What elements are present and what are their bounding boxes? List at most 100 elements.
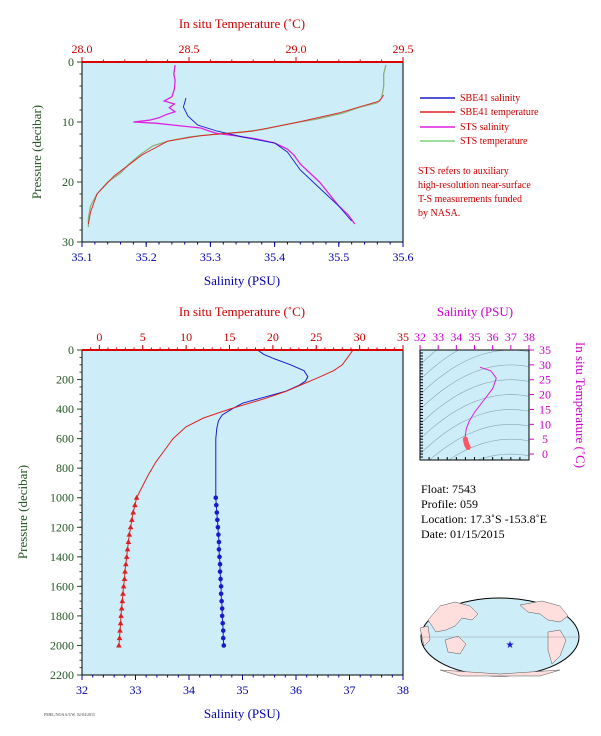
y-tick-label: 400 (56, 402, 74, 416)
ts-y-tick-label: 15 (539, 402, 551, 416)
panel2-background (82, 350, 403, 675)
panel1-bottom-axis-title: Salinity (PSU) (204, 273, 280, 288)
legend-note-line: STS refers to auxiliary (418, 166, 509, 177)
float-id: Float: 7543 (421, 482, 476, 496)
x-top-tick-label: 10 (180, 330, 192, 344)
ts-x-tick-label: 38 (523, 330, 535, 344)
temperature-point (117, 620, 124, 626)
x-bottom-tick-label: 35.5 (328, 250, 349, 264)
temperature-point (129, 516, 135, 522)
ts-x-tick-label: 32 (414, 330, 426, 344)
legend-label: STS temperature (460, 136, 528, 147)
salinity-point (213, 502, 219, 508)
temperature-point (123, 553, 130, 559)
x-top-tick-label: 28.0 (72, 42, 93, 56)
salinity-point (217, 569, 223, 574)
temperature-point (122, 568, 128, 574)
map-landmass-africa (419, 625, 431, 647)
temperature-point (121, 575, 128, 581)
y-tick-label: 200 (56, 373, 74, 387)
temperature-point (119, 598, 126, 604)
density-contour (420, 350, 460, 380)
ts-right-axis-title: In situ Temperature (˚C) (573, 342, 588, 468)
density-contour (420, 394, 529, 440)
temperature-point (130, 509, 136, 515)
profile-date: Date: 01/15/2015 (421, 527, 505, 541)
x-bottom-tick-label: 38 (397, 683, 409, 697)
x-bottom-tick-label: 35.4 (264, 250, 285, 264)
temperature-point (118, 612, 124, 618)
float-info: Float: 7543 Profile: 059 Location: 17.3˚… (421, 482, 547, 541)
profile-number: Profile: 059 (421, 497, 478, 511)
temperature-point (132, 502, 138, 508)
temperature-point (127, 524, 134, 530)
y-tick-label: 20 (62, 175, 74, 189)
x-top-tick-label: 0 (96, 330, 102, 344)
map-landmass-antarctica (439, 669, 561, 677)
temperature-point (120, 590, 126, 596)
series-line-sts-salinity (133, 64, 356, 225)
series-line-sbe41-temperature (87, 94, 385, 225)
salinity-point (217, 561, 223, 567)
ts-x-tick-label: 37 (505, 330, 517, 344)
salinity-point (219, 598, 224, 604)
footer-credit: PMEL/NOAA/UW, 02/04/2015 (44, 712, 95, 718)
x-top-tick-label: 28.5 (179, 42, 200, 56)
x-bottom-tick-label: 32 (76, 683, 88, 697)
density-contour (420, 379, 529, 425)
density-contour (420, 364, 529, 410)
salinity-point (215, 517, 220, 523)
legend-label: STS salinity (460, 122, 509, 133)
salinity-point (220, 628, 226, 633)
y-tick-label: 1000 (50, 491, 74, 505)
temperature-point (125, 539, 132, 545)
density-contour (476, 453, 529, 460)
ts-x-tick-label: 35 (469, 330, 481, 344)
ts-deep-point (465, 444, 471, 450)
density-contour (448, 438, 529, 460)
x-bottom-tick-label: 35 (237, 683, 249, 697)
salinity-point (220, 620, 226, 626)
salinity-point (219, 606, 225, 611)
panel2-y-axis-title: Pressure (decibar) (15, 465, 30, 559)
x-bottom-tick-label: 33 (130, 683, 142, 697)
x-top-tick-label: 5 (140, 330, 146, 344)
x-bottom-tick-label: 35.1 (72, 250, 93, 264)
temperature-point (123, 561, 129, 567)
salinity-point (214, 510, 220, 515)
salinity-point (217, 554, 222, 560)
density-contour (420, 350, 529, 395)
x-top-tick-label: 29.0 (286, 42, 307, 56)
salinity-point (219, 613, 225, 619)
legend-note-line: high-resolution near-surface (418, 180, 531, 191)
temperature-point (124, 546, 131, 552)
map-landmass-australia (444, 635, 467, 655)
legend-label: SBE41 temperature (460, 107, 539, 118)
x-top-tick-label: 20 (267, 330, 279, 344)
float-position-marker-icon: ★ (506, 640, 515, 651)
ts-x-tick-label: 33 (432, 330, 444, 344)
panel1-background (82, 62, 403, 242)
full-depth-panel: 0 5 10 15 20 25 30 35 32 33 34 35 36 37 38 0 200 400 600 80… (15, 304, 409, 721)
density-contour (420, 409, 529, 455)
salinity-point (215, 524, 221, 530)
salinity-point (218, 591, 224, 597)
legend: SBE41 salinity SBE41 temperature STS sal… (418, 93, 539, 219)
panel1-top-axis-title: In situ Temperature (˚C) (179, 16, 305, 31)
x-bottom-tick-label: 36 (290, 683, 302, 697)
y-tick-label: 800 (56, 461, 74, 475)
temperature-point (116, 635, 123, 641)
salinity-point (213, 495, 219, 501)
legend-label: SBE41 salinity (460, 93, 520, 104)
x-bottom-tick-label: 35.6 (393, 250, 414, 264)
salinity-point (221, 643, 227, 648)
y-tick-label: 2200 (50, 668, 74, 682)
y-tick-label: 30 (62, 235, 74, 249)
salinity-point (216, 539, 222, 545)
ts-y-tick-label: 10 (539, 417, 551, 431)
ts-y-tick-label: 25 (539, 373, 551, 387)
y-tick-label: 2000 (50, 638, 74, 652)
ts-x-tick-label: 34 (450, 330, 462, 344)
salinity-point (216, 547, 222, 552)
